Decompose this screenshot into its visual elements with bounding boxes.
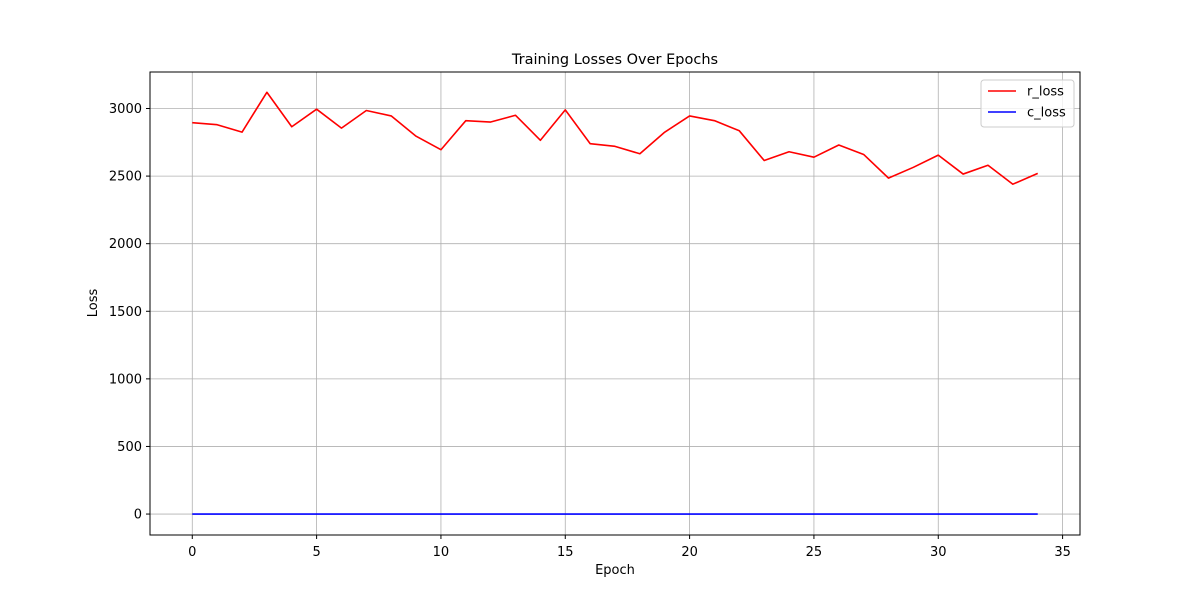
- x-tick-label: 25: [806, 545, 823, 560]
- y-tick-label: 2000: [109, 237, 142, 252]
- series-line-r_loss: [192, 91, 1039, 185]
- y-tick-label: 1000: [109, 372, 142, 387]
- y-tick-label: 2500: [109, 170, 142, 185]
- x-tick-label: 20: [681, 545, 698, 560]
- legend-label-r_loss: r_loss: [1027, 85, 1064, 100]
- legend: r_loss c_loss: [980, 79, 1075, 128]
- y-tick-label: 500: [117, 440, 142, 455]
- x-tick-label: 30: [930, 545, 947, 560]
- y-tick-label: 0: [134, 508, 142, 523]
- x-tick-label: 5: [312, 545, 320, 560]
- legend-label-c_loss: c_loss: [1027, 106, 1066, 121]
- x-tick-label: 10: [433, 545, 450, 560]
- x-tick-label: 0: [188, 545, 196, 560]
- x-axis-label: Epoch: [595, 563, 635, 578]
- y-tick-label: 1500: [109, 305, 142, 320]
- x-tick-label: 35: [1054, 545, 1071, 560]
- y-axis-ticks: 0 500 1000 1500 2000 2500 3000: [109, 102, 150, 523]
- y-axis-label: Loss: [86, 289, 101, 318]
- x-axis-ticks: 0 5 10 15 20 25 30 35: [188, 535, 1071, 560]
- x-tick-label: 15: [557, 545, 574, 560]
- chart-title: Training Losses Over Epochs: [511, 52, 718, 68]
- series-lines: [192, 91, 1039, 515]
- plot-frame: [149, 71, 1081, 536]
- y-tick-label: 3000: [109, 102, 142, 117]
